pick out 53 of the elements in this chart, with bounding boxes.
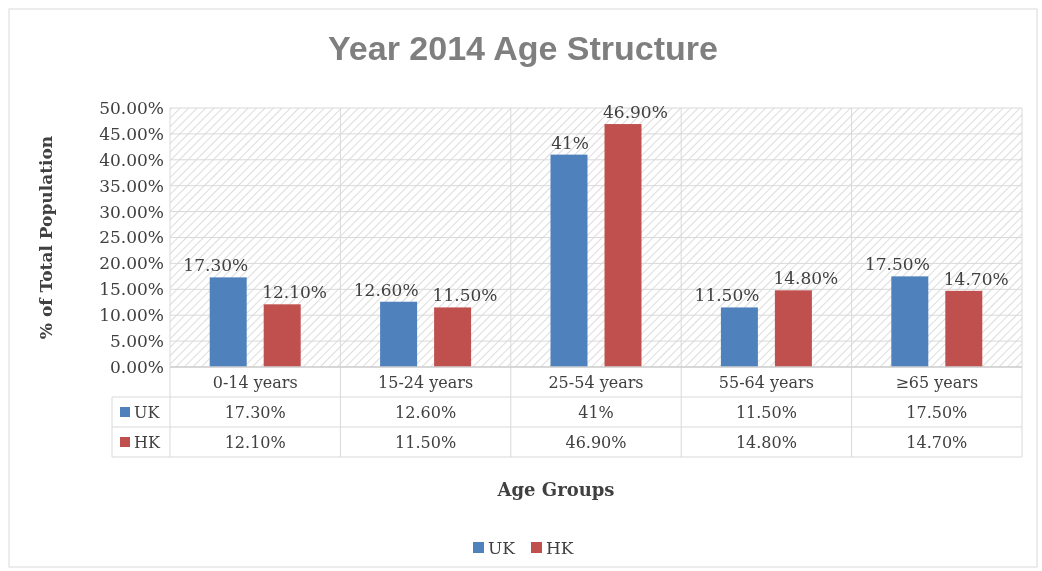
data-label: 46.90% [565,432,627,452]
bar [209,277,247,367]
text: 11.50% [694,285,760,306]
text: 12.10% [262,282,328,303]
text: 14.80% [773,268,839,289]
bar [604,124,642,367]
y-tick-label: 35.00% [99,175,164,196]
data-label: 14.70% [906,432,968,452]
text: 17.50% [864,254,930,275]
text: 11.50% [432,285,498,306]
x-tick-label: ≥65 years [895,372,979,392]
text: 12.60% [353,279,419,300]
bar [774,290,812,367]
data-label: 41% [578,402,614,422]
y-tick-label: 30.00% [99,201,164,222]
text: 17.30% [183,255,249,276]
text: 41% [551,132,589,153]
bar [263,304,301,367]
legend-label: HK [134,432,161,452]
data-label: 12.10% [224,432,286,452]
data-label: 11.50% [395,432,457,452]
text: 14.70% [943,268,1009,289]
x-tick-label: 0-14 years [212,372,298,392]
data-label: 11.50% [735,402,797,422]
y-axis-title: % of Total Population [36,135,56,340]
x-tick-label: 15-24 years [378,372,474,392]
y-tick-label: 20.00% [99,253,164,274]
y-tick-label: 5.00% [109,331,164,352]
text: 46.90% [603,102,668,123]
bar [380,301,418,367]
data-label: 17.50% [906,402,968,422]
y-tick-label: 15.00% [99,279,164,300]
x-tick-label: 55-64 years [718,372,814,392]
data-label: 14.80% [735,432,797,452]
bar [550,154,588,367]
y-tick-label: 10.00% [99,305,164,326]
bar [720,307,758,367]
x-tick-label: 25-54 years [548,372,644,392]
bar [945,290,983,367]
y-tick-label: 40.00% [99,149,164,170]
y-tick-label: 0.00% [109,356,164,377]
y-tick-label: 50.00% [99,97,164,118]
legend-label: UK [134,402,161,422]
data-label: 17.30% [224,402,286,422]
y-tick-label: 45.00% [99,123,164,144]
text: HK [546,538,574,558]
text: UK [488,538,516,558]
bar [434,307,472,367]
y-tick-label: 25.00% [99,227,164,248]
x-axis-title: Age Groups [496,479,615,500]
chart-title: Year 2014 Age Structure [328,29,718,67]
bar [891,276,929,367]
data-label: 12.60% [395,402,457,422]
